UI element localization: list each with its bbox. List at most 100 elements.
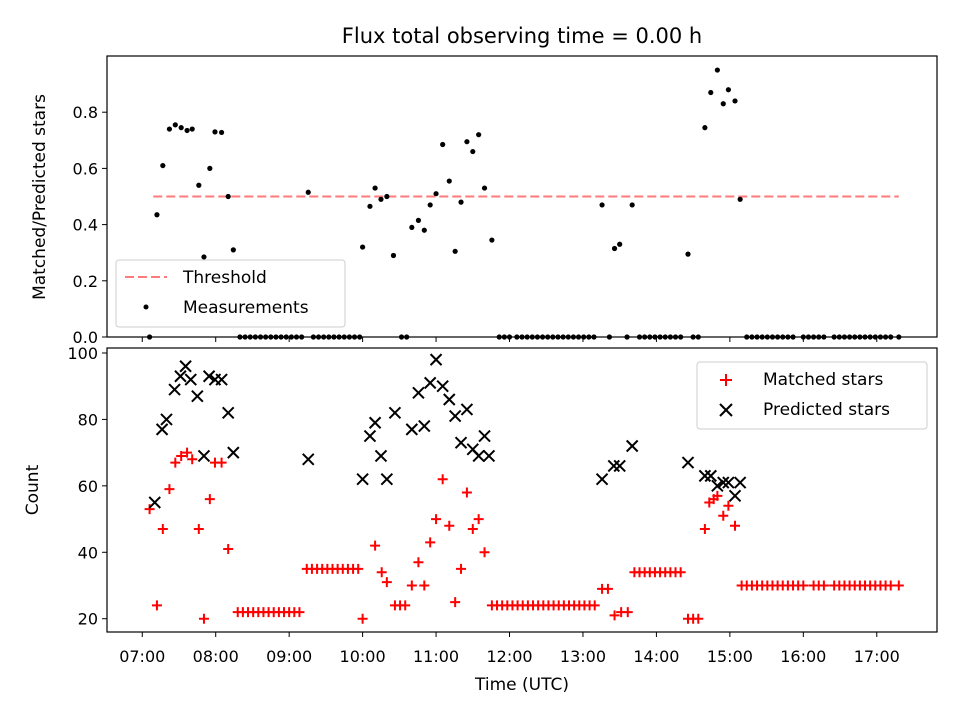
measurement-point bbox=[720, 101, 726, 107]
measurement-point bbox=[207, 165, 213, 171]
bottom-y-tick-label: 80 bbox=[78, 410, 98, 429]
matched-star-point bbox=[467, 524, 478, 535]
matched-star-point bbox=[164, 484, 175, 495]
predicted-star-point bbox=[472, 449, 485, 463]
matched-star-point bbox=[589, 600, 600, 611]
measurement-point bbox=[599, 202, 605, 208]
top-y-tick-label: 0.6 bbox=[73, 159, 98, 178]
matched-star-point bbox=[187, 454, 198, 465]
predicted-star-point bbox=[184, 373, 197, 386]
predicted-star-point bbox=[722, 476, 735, 489]
measurement-point bbox=[476, 132, 482, 138]
predicted-star-point bbox=[482, 449, 496, 463]
predicted-star-point bbox=[418, 419, 431, 433]
measurement-point bbox=[737, 196, 743, 202]
matched-star-point bbox=[357, 613, 368, 624]
top-y-tick-label: 0.2 bbox=[73, 272, 98, 291]
bottom-x-ticks: 07:00 08:00 09:00 10:00 11:00 12:00 13:00 14:00… bbox=[119, 632, 900, 666]
matched-star-point bbox=[370, 540, 381, 551]
predicted-star-point bbox=[595, 472, 609, 486]
predicted-star-point bbox=[711, 479, 724, 493]
measurement-point bbox=[367, 203, 373, 209]
measurement-point bbox=[384, 193, 390, 200]
matched-star-point bbox=[444, 520, 455, 531]
matched-star-point bbox=[675, 567, 686, 578]
measurement-point bbox=[440, 141, 446, 148]
measurement-point bbox=[154, 212, 160, 218]
measurement-point bbox=[617, 241, 623, 247]
matched-star-point bbox=[419, 580, 430, 591]
predicted-star-point bbox=[613, 459, 626, 473]
predicted-star-point bbox=[202, 370, 216, 383]
bottom-x-tick-label: 09:00 bbox=[266, 647, 312, 666]
measurement-point bbox=[629, 202, 635, 208]
bottom-panel: 20 40 60 80 100 07:00 08:00 09:00 10:00 11:00 12:… bbox=[23, 344, 938, 695]
measurement-point bbox=[230, 247, 236, 253]
measurement-point bbox=[489, 237, 495, 243]
bottom-y-axis-label: Count bbox=[23, 464, 43, 515]
measurement-point bbox=[196, 182, 202, 188]
measurement-point bbox=[390, 252, 397, 259]
matched-star-point bbox=[622, 607, 633, 618]
measurement-point bbox=[218, 129, 225, 136]
matched-star-point bbox=[170, 457, 181, 468]
predicted-star-point bbox=[454, 436, 468, 449]
measurement-point bbox=[201, 254, 207, 260]
predicted-star-point bbox=[155, 423, 169, 436]
matched-star-point bbox=[723, 500, 734, 511]
predicted-star-point bbox=[356, 472, 369, 486]
measurement-point bbox=[464, 139, 470, 145]
matched-star-point bbox=[157, 524, 168, 535]
measurement-point bbox=[452, 248, 458, 254]
measurement-point bbox=[360, 244, 366, 250]
measurement-point bbox=[160, 162, 166, 169]
measurement-point bbox=[372, 185, 378, 191]
top-axes-frame bbox=[106, 55, 938, 338]
predicted-star-point bbox=[717, 476, 730, 489]
measurement-point bbox=[446, 178, 452, 184]
bottom-x-tick-label: 15:00 bbox=[707, 647, 753, 666]
predicted-star-point bbox=[174, 370, 187, 383]
legend-predicted-label: Predicted stars bbox=[763, 400, 890, 420]
matched-star-point bbox=[204, 494, 215, 505]
measurement-point bbox=[189, 126, 195, 132]
top-legend-box bbox=[115, 259, 346, 328]
x-axis-label: Time (UTC) bbox=[474, 675, 569, 695]
bottom-x-tick-label: 12:00 bbox=[486, 647, 532, 666]
measurement-point bbox=[702, 125, 708, 131]
measurement-point bbox=[184, 127, 190, 134]
bottom-x-tick-label: 08:00 bbox=[193, 647, 239, 666]
matched-star-point bbox=[437, 474, 448, 485]
matched-star-point bbox=[456, 563, 467, 574]
matched-star-point bbox=[223, 543, 234, 554]
legend-predicted-swatch bbox=[719, 403, 733, 417]
measurement-point bbox=[378, 196, 384, 202]
matched-star-point bbox=[193, 524, 204, 535]
predicted-star-point bbox=[368, 416, 382, 429]
bottom-y-tick-label: 100 bbox=[67, 344, 98, 363]
legend-matched-label: Matched stars bbox=[763, 370, 883, 390]
predicted-star-point bbox=[478, 429, 491, 443]
matched-star-point bbox=[381, 577, 392, 588]
bottom-y-tick-label: 60 bbox=[78, 477, 98, 496]
matched-star-point bbox=[699, 524, 710, 535]
predicted-star-point bbox=[302, 453, 315, 466]
matched-star-point bbox=[431, 514, 442, 525]
predicted-star-point bbox=[448, 409, 462, 423]
matched-star-point bbox=[353, 563, 364, 574]
bottom-y-tick-label: 40 bbox=[78, 543, 98, 562]
predicted-star-point bbox=[733, 476, 747, 489]
predicted-star-point bbox=[160, 413, 173, 426]
count-points bbox=[144, 353, 904, 624]
predicted-star-point bbox=[197, 449, 211, 463]
predicted-star-point bbox=[388, 406, 402, 419]
predicted-star-point bbox=[168, 383, 181, 396]
legend-matched-swatch bbox=[720, 374, 732, 386]
predicted-star-point bbox=[380, 472, 394, 486]
predicted-star-point bbox=[363, 429, 377, 443]
matched-star-point bbox=[693, 613, 704, 624]
bottom-x-tick-label: 13:00 bbox=[560, 647, 606, 666]
predicted-star-point bbox=[179, 360, 192, 373]
matched-star-point bbox=[198, 613, 209, 624]
bottom-x-tick-label: 17:00 bbox=[854, 647, 900, 666]
